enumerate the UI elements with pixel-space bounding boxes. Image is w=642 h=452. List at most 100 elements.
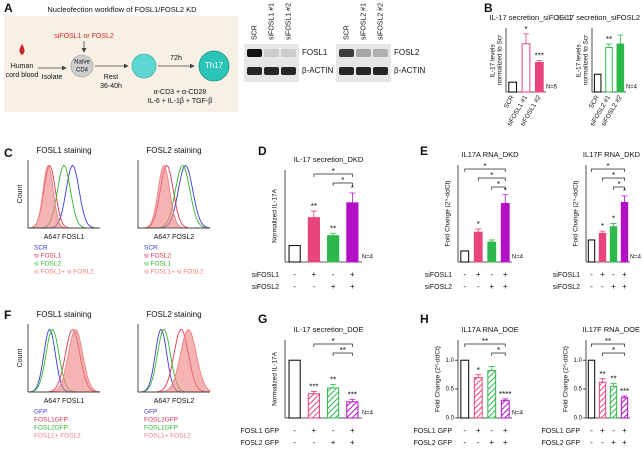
chart-title: IL-17 secretion_DOE	[293, 325, 363, 334]
significance-label: **	[606, 35, 612, 44]
n-label: N=4	[362, 255, 374, 261]
chart-title: IL-17 secretion_siFOSL2	[557, 13, 640, 22]
error-bar	[310, 391, 317, 394]
legend-entry: FOSL1+ FOSL2	[144, 433, 191, 440]
condition-sign: -	[463, 270, 466, 279]
y-axis-label: Normalized IL-17A	[272, 351, 279, 405]
product-label: Th17	[205, 61, 224, 70]
condition-sign: +	[331, 282, 336, 291]
bracket-label: *	[332, 337, 335, 346]
condition-sign: +	[622, 426, 627, 435]
bracket-label: *	[606, 162, 609, 171]
condition-sign: -	[590, 270, 593, 279]
flow-y-label: Count	[17, 185, 24, 204]
label-line: IL-17 levels	[489, 42, 496, 77]
legend-entry: GFP	[144, 409, 157, 416]
bar	[598, 232, 607, 263]
error-bar	[621, 395, 628, 398]
error-bar	[617, 34, 624, 44]
n-label: N=4	[626, 85, 638, 91]
condition-sign: -	[477, 438, 480, 447]
rest-label: 36-40h	[100, 83, 122, 90]
n-label: N=4	[362, 411, 374, 417]
condition-sign: +	[350, 426, 355, 435]
condition-name: siFOSL1	[553, 272, 580, 279]
panel-letter: F	[4, 308, 11, 322]
flow-x-label: A647 FOSL1	[44, 234, 85, 241]
legend-entry: si FOSL2	[144, 253, 171, 260]
y-tick-label: 0.0	[446, 416, 455, 422]
condition-sign: -	[612, 426, 615, 435]
panel-letter: D	[258, 144, 267, 158]
naive-label: Naïve	[74, 60, 90, 66]
condition-sign: +	[503, 270, 508, 279]
y-tick-label: 0.5	[574, 387, 583, 393]
significance-label: ***	[348, 391, 357, 400]
x-tick-label: SCR	[503, 94, 516, 110]
n-label: N=4	[512, 411, 524, 417]
blot-band	[356, 67, 371, 75]
condition-name: FOSL1 GFP	[413, 428, 452, 435]
blot-band	[373, 49, 388, 57]
chart-title: IL-17 secretion_siFOSL1	[490, 13, 573, 22]
significance-label: ***	[309, 383, 318, 392]
bar	[620, 397, 629, 419]
significance-label: **	[330, 376, 336, 385]
n-label: N=5	[546, 85, 558, 91]
panel-letter: B	[484, 1, 493, 15]
flow-x-label: A647 FOSL1	[44, 398, 85, 405]
bracket-label: *	[341, 176, 344, 185]
condition-sign: +	[622, 438, 627, 447]
condition-sign: +	[611, 438, 616, 447]
significance-label: *	[351, 184, 354, 193]
condition-sign: +	[350, 438, 355, 447]
condition-sign: -	[293, 282, 296, 291]
condition-name: siFOSL2	[252, 284, 279, 291]
lane-label: SCR	[343, 25, 350, 40]
legend-entry: FOSL1GFP	[144, 425, 178, 432]
condition-name: FOSL1 GFP	[541, 428, 580, 435]
error-bar	[488, 239, 495, 243]
bracket-label: **	[482, 337, 488, 346]
error-bar	[349, 192, 356, 203]
bar	[587, 359, 596, 419]
error-bar	[502, 398, 509, 401]
condition-sign: -	[293, 426, 296, 435]
bar	[598, 381, 607, 419]
error-bar	[475, 374, 482, 378]
legend-entry: FOSL2GFP	[144, 417, 178, 424]
y-tick-label: 1.0	[446, 358, 455, 364]
flow-title: FOSL2 staining	[146, 310, 201, 319]
error-bar	[610, 223, 617, 227]
bracket-label: *	[612, 171, 615, 180]
condition-sign: -	[601, 282, 604, 291]
bracket-label: *	[332, 167, 335, 176]
panel-letter: G	[258, 312, 267, 326]
blot-band	[264, 49, 279, 57]
condition-sign: -	[612, 270, 615, 279]
legend-entry: SCR	[144, 245, 158, 252]
error-bar	[606, 43, 612, 48]
significance-label: ****	[499, 390, 511, 399]
y-axis-label: Fold Change (2^-ddCt)	[445, 181, 452, 247]
legend-entry: si FOSL1+ si FOSL2	[34, 269, 94, 276]
condition-sign: -	[477, 282, 480, 291]
flow-title: FOSL1 staining	[36, 310, 91, 319]
condition-sign: +	[503, 438, 508, 447]
error-bar	[610, 382, 617, 387]
blot-band	[247, 67, 262, 75]
significance-label: ***	[620, 387, 629, 396]
condition-name: siFOSL2	[553, 284, 580, 291]
condition-sign: -	[490, 426, 493, 435]
condition-sign: -	[590, 426, 593, 435]
y-tick-label: 0.0	[574, 416, 583, 422]
th17-cell	[198, 50, 230, 82]
bar	[288, 245, 301, 263]
bar	[620, 201, 629, 263]
bar	[534, 61, 544, 93]
blot-band	[339, 67, 354, 75]
lane-label: siFOSL1 #1	[268, 3, 275, 40]
significance-bracket	[491, 352, 506, 356]
label-line: normalized to Scr	[496, 34, 503, 85]
bar	[346, 202, 359, 263]
